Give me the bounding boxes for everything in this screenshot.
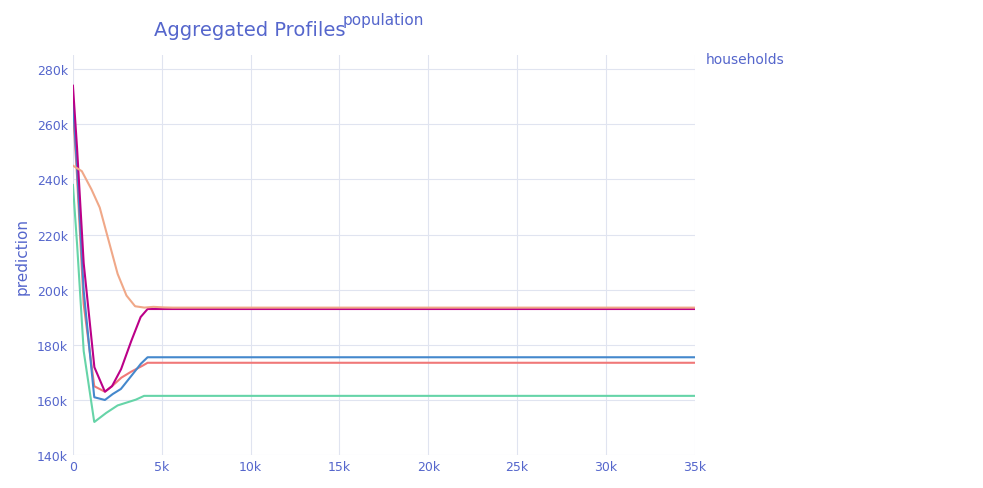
Text: population: population [343,13,425,28]
Y-axis label: prediction: prediction [15,217,30,294]
Text: Aggregated Profiles: Aggregated Profiles [153,20,345,40]
Legend:  [701,48,789,79]
